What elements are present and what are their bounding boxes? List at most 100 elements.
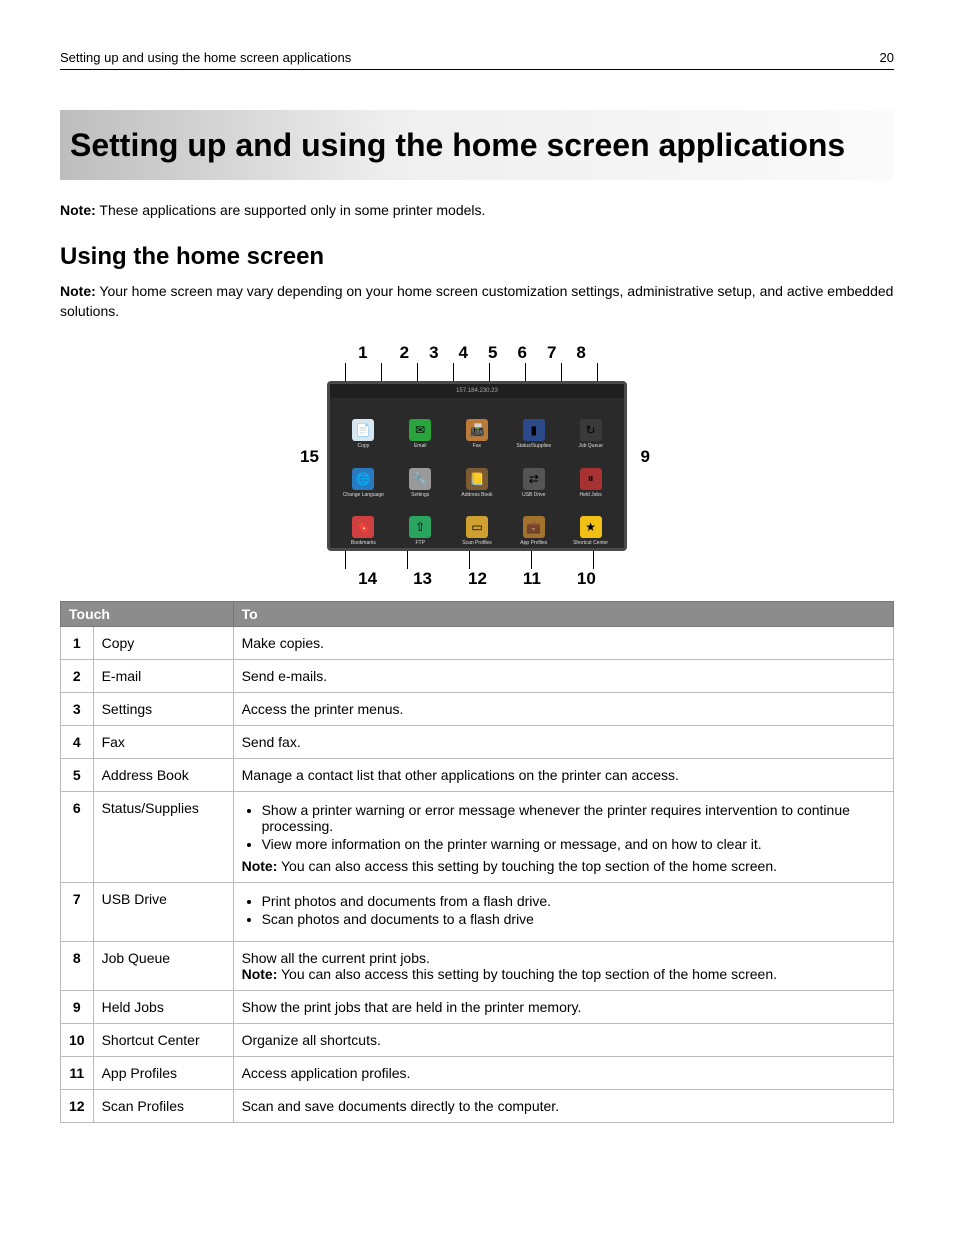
body-text: Send e-mails. [242,668,885,684]
app-label: Fax [473,443,481,449]
row-body: Access the printer menus. [233,693,893,726]
app-label: App Profiles [520,540,547,546]
callout-top: 2 [400,343,409,363]
body-text: Access the printer menus. [242,701,885,717]
table-row: 2E-mail Send e-mails. [61,660,894,693]
app-label: Bookmarks [351,540,376,546]
body-text: Scan and save documents directly to the … [242,1098,885,1114]
screen-status-bar: 157.184.230.23 [330,384,624,398]
row-body: Show a printer warning or error message … [233,792,893,883]
row-app: App Profiles [93,1057,233,1090]
table-row: 7USB Drive Print photos and documents fro… [61,883,894,942]
note-1: Note: These applications are supported o… [60,200,894,220]
app-glyph-icon: 📒 [466,468,488,490]
row-app: Settings [93,693,233,726]
row-app: Shortcut Center [93,1024,233,1057]
row-number: 8 [61,942,94,991]
callout-right: 9 [641,447,650,467]
row-body: Show the print jobs that are held in the… [233,991,893,1024]
app-glyph-icon: 📄 [352,419,374,441]
row-app: Job Queue [93,942,233,991]
callout-left: 15 [300,447,319,467]
app-icon: 🌐Change Language [336,451,391,498]
row-number: 6 [61,792,94,883]
row-number: 10 [61,1024,94,1057]
callout-bottom: 12 [468,569,487,589]
table-row: 12Scan ProfilesScan and save documents d… [61,1090,894,1123]
row-number: 1 [61,627,94,660]
printer-screen-icon: 157.184.230.23 📄Copy✉Email📠Fax▮Status/Su… [327,381,627,551]
app-glyph-icon: ⏸ [580,468,602,490]
app-glyph-icon: 💼 [523,516,545,538]
callout-top: 4 [459,343,468,363]
table-row: 6Status/Supplies Show a printer warning o… [61,792,894,883]
app-glyph-icon: 🔧 [409,468,431,490]
app-icon: ▭ Scan Profiles [450,500,505,547]
list-item: Show a printer warning or error message … [262,802,885,834]
app-label: Job Queue [578,443,602,449]
row-body: Manage a contact list that other applica… [233,759,893,792]
note-1-label: Note: [60,202,96,218]
table-row: 10Shortcut Center Organize all shortcuts. [61,1024,894,1057]
body-text: Show the print jobs that are held in the… [242,999,885,1015]
section-title: Using the home screen [60,243,894,271]
list-item: Print photos and documents from a flash … [262,893,885,909]
note-2: Note: Your home screen may vary dependin… [60,281,894,322]
home-screen-diagram: 12345678 15 9 157.184.230.23 📄Copy✉Email… [60,343,894,589]
app-icon: ⇄USB Drive [506,451,561,498]
app-label: Scan Profiles [462,540,491,546]
body-text: Organize all shortcuts. [242,1032,885,1048]
table-row: 5Address Book Manage a contact list that … [61,759,894,792]
app-icon: ⏸ Held Jobs [563,451,618,498]
app-icon: 🔖 Bookmarks [336,500,391,547]
row-body: Organize all shortcuts. [233,1024,893,1057]
app-icon: 📄Copy [336,402,391,449]
app-label: USB Drive [522,492,545,498]
row-number: 12 [61,1090,94,1123]
table-row: 3SettingsAccess the printer menus. [61,693,894,726]
body-text: Show all the current print jobs. [242,950,885,966]
app-icon: 💼 App Profiles [506,500,561,547]
app-label: Held Jobs [579,492,601,498]
row-app: Held Jobs [93,991,233,1024]
row-number: 2 [61,660,94,693]
app-label: Settings [411,492,429,498]
app-icon: 📒 Address Book [450,451,505,498]
row-app: Copy [93,627,233,660]
table-row: 4FaxSend fax. [61,726,894,759]
app-icon: ★ Shortcut Center [563,500,618,547]
list-item: Scan photos and documents to a flash dri… [262,911,885,927]
body-list: Print photos and documents from a flash … [242,893,885,927]
app-glyph-icon: ▭ [466,516,488,538]
app-glyph-icon: ★ [580,516,602,538]
row-body: Send fax. [233,726,893,759]
callout-top: 6 [517,343,526,363]
row-number: 9 [61,991,94,1024]
callout-top: 5 [488,343,497,363]
body-list: Show a printer warning or error message … [242,802,885,852]
row-app: Status/Supplies [93,792,233,883]
body-text: Manage a contact list that other applica… [242,767,885,783]
body-note: Note: You can also access this setting b… [242,858,885,874]
table-row: 11App ProfilesAccess application profile… [61,1057,894,1090]
body-note-label: Note: [242,966,278,982]
body-note: Note: You can also access this setting b… [242,966,885,982]
app-label: Change Language [343,492,384,498]
body-note-text: You can also access this setting by touc… [277,966,777,982]
row-number: 11 [61,1057,94,1090]
table-row: 8Job Queue Show all the current print job… [61,942,894,991]
row-number: 5 [61,759,94,792]
row-number: 7 [61,883,94,942]
th-to: To [233,602,893,627]
app-icon: 🔧 Settings [393,451,448,498]
list-item: View more information on the printer war… [262,836,885,852]
row-app: USB Drive [93,883,233,942]
app-label: Shortcut Center [573,540,608,546]
app-glyph-icon: ⇧ [409,516,431,538]
app-glyph-icon: 🔖 [352,516,374,538]
row-app: Address Book [93,759,233,792]
running-header: Setting up and using the home screen app… [60,50,894,70]
app-glyph-icon: ▮ [523,419,545,441]
app-label: Address Book [461,492,492,498]
row-app: E-mail [93,660,233,693]
